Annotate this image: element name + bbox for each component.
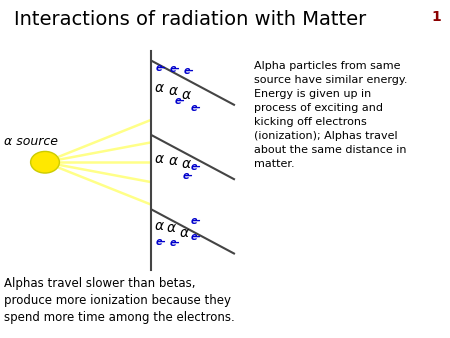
Text: $\alpha$: $\alpha$ [181,88,192,102]
Text: e-: e- [190,216,201,226]
Text: 1: 1 [431,10,441,24]
Text: $\alpha$: $\alpha$ [154,81,165,95]
Text: e-: e- [190,232,201,242]
Text: $\alpha$: $\alpha$ [179,226,190,240]
Text: e-: e- [183,171,194,181]
Text: e-: e- [156,63,166,73]
Text: e-: e- [190,162,201,172]
Text: $\alpha$: $\alpha$ [181,157,192,171]
Text: e-: e- [175,96,185,106]
Text: $\alpha$: $\alpha$ [154,152,165,166]
Text: e-: e- [169,238,180,248]
Text: $\alpha$: $\alpha$ [154,219,165,234]
Text: Alphas travel slower than betas,
produce more ionization because they
spend more: Alphas travel slower than betas, produce… [4,277,235,324]
Text: $\alpha$: $\alpha$ [166,221,177,235]
Text: α source: α source [4,135,59,148]
Text: $\alpha$: $\alpha$ [168,153,179,168]
Text: e-: e- [184,66,194,76]
Text: e-: e- [169,64,180,74]
Circle shape [31,151,59,173]
Text: e-: e- [190,103,201,113]
Text: Alpha particles from same
source have similar energy.
Energy is given up in
proc: Alpha particles from same source have si… [254,61,408,169]
Text: e-: e- [156,237,166,247]
Text: Interactions of radiation with Matter: Interactions of radiation with Matter [14,10,366,29]
Text: $\alpha$: $\alpha$ [168,84,179,98]
